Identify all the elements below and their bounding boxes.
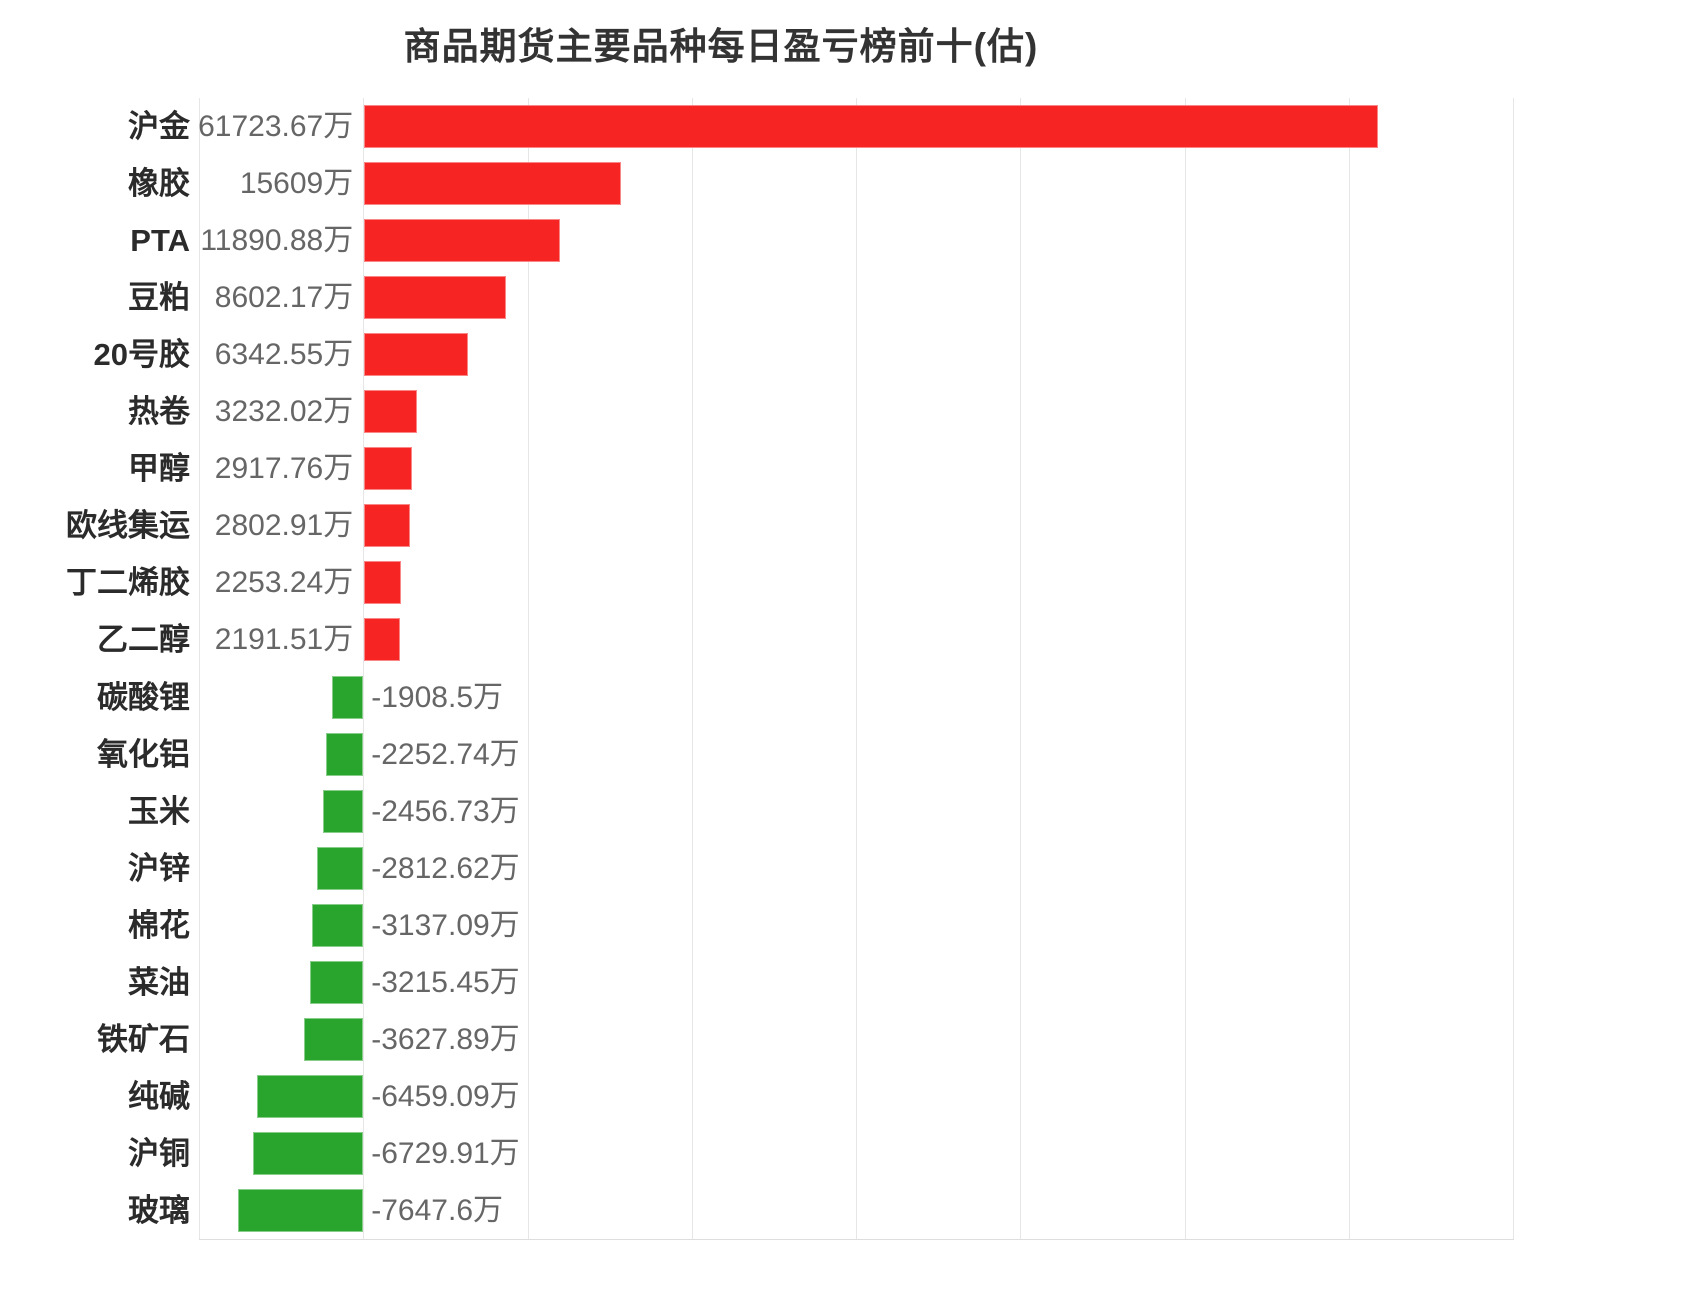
vertical-gridline (856, 98, 857, 1239)
x-axis-line (199, 1239, 1514, 1240)
value-label: 61723.67万 (198, 110, 354, 143)
value-label: -3137.09万 (371, 908, 520, 942)
value-label: 2917.76万 (214, 452, 354, 486)
category-label: PTA (130, 223, 190, 259)
bar-positive (364, 561, 402, 605)
category-label: 20号胶 (93, 337, 190, 373)
category-label: 丁二烯胶 (66, 565, 190, 601)
category-label: 菜油 (128, 964, 190, 1000)
category-label: 氧化铝 (97, 736, 190, 772)
bar-positive (364, 162, 621, 206)
vertical-gridline (1349, 98, 1350, 1239)
bar-positive (364, 333, 469, 377)
category-label: 甲醇 (128, 451, 190, 487)
category-label: 棉花 (128, 907, 190, 943)
value-label: -2812.62万 (371, 851, 520, 885)
category-label: 热卷 (128, 394, 190, 430)
vertical-gridline (1020, 98, 1021, 1239)
value-label: -6459.09万 (371, 1079, 520, 1113)
bar-negative (310, 960, 364, 1004)
category-label: 欧线集运 (66, 508, 190, 544)
bar-negative (331, 675, 364, 719)
bar-negative (237, 1188, 364, 1232)
bar-negative (252, 1131, 364, 1175)
vertical-gridline (199, 98, 200, 1239)
category-label: 沪铜 (128, 1135, 190, 1171)
bar-positive (364, 219, 560, 263)
category-label: 沪锌 (128, 850, 190, 886)
vertical-gridline (692, 98, 693, 1239)
bar-positive (364, 447, 413, 491)
value-label: 2253.24万 (214, 566, 354, 600)
value-label: -3627.89万 (371, 1022, 520, 1056)
bar-negative (303, 1017, 364, 1061)
value-label: 8602.17万 (214, 281, 354, 315)
bar-positive (364, 504, 411, 548)
bar-positive (364, 276, 506, 320)
category-label: 豆粕 (128, 280, 190, 316)
bar-positive (364, 390, 418, 434)
bar-negative (257, 1074, 364, 1118)
value-label: -2252.74万 (371, 737, 520, 771)
value-label: -2456.73万 (371, 794, 520, 828)
vertical-gridline (528, 98, 529, 1239)
bar-negative (326, 732, 364, 776)
category-label: 玻璃 (128, 1192, 190, 1228)
value-label: 6342.55万 (214, 338, 354, 372)
value-label: 3232.02万 (214, 395, 354, 429)
bar-negative (317, 846, 364, 890)
category-label: 乙二醇 (97, 622, 190, 658)
vertical-gridline (1513, 98, 1514, 1239)
value-label: -1908.5万 (371, 680, 503, 714)
value-label: -7647.6万 (371, 1193, 503, 1227)
value-label: 11890.88万 (200, 224, 354, 258)
category-label: 玉米 (128, 793, 190, 829)
value-label: 15609万 (239, 167, 354, 201)
category-label: 沪金 (128, 109, 190, 144)
category-label: 铁矿石 (97, 1021, 190, 1057)
chart-title: 商品期货主要品种每日盈亏榜前十(估) (403, 26, 1039, 67)
bar-positive (364, 618, 401, 662)
value-label: -6729.91万 (371, 1136, 520, 1170)
value-label: 2191.51万 (214, 623, 354, 657)
vertical-gridline (363, 98, 364, 1239)
category-label: 橡胶 (128, 166, 190, 202)
bar-positive (364, 105, 1379, 149)
category-label: 纯碱 (128, 1078, 190, 1114)
category-label: 碳酸锂 (97, 679, 190, 715)
vertical-gridline (1185, 98, 1186, 1239)
bar-negative (311, 903, 364, 947)
value-label: 2802.91万 (214, 509, 354, 543)
bar-negative (322, 789, 364, 833)
value-label: -3215.45万 (371, 965, 520, 999)
